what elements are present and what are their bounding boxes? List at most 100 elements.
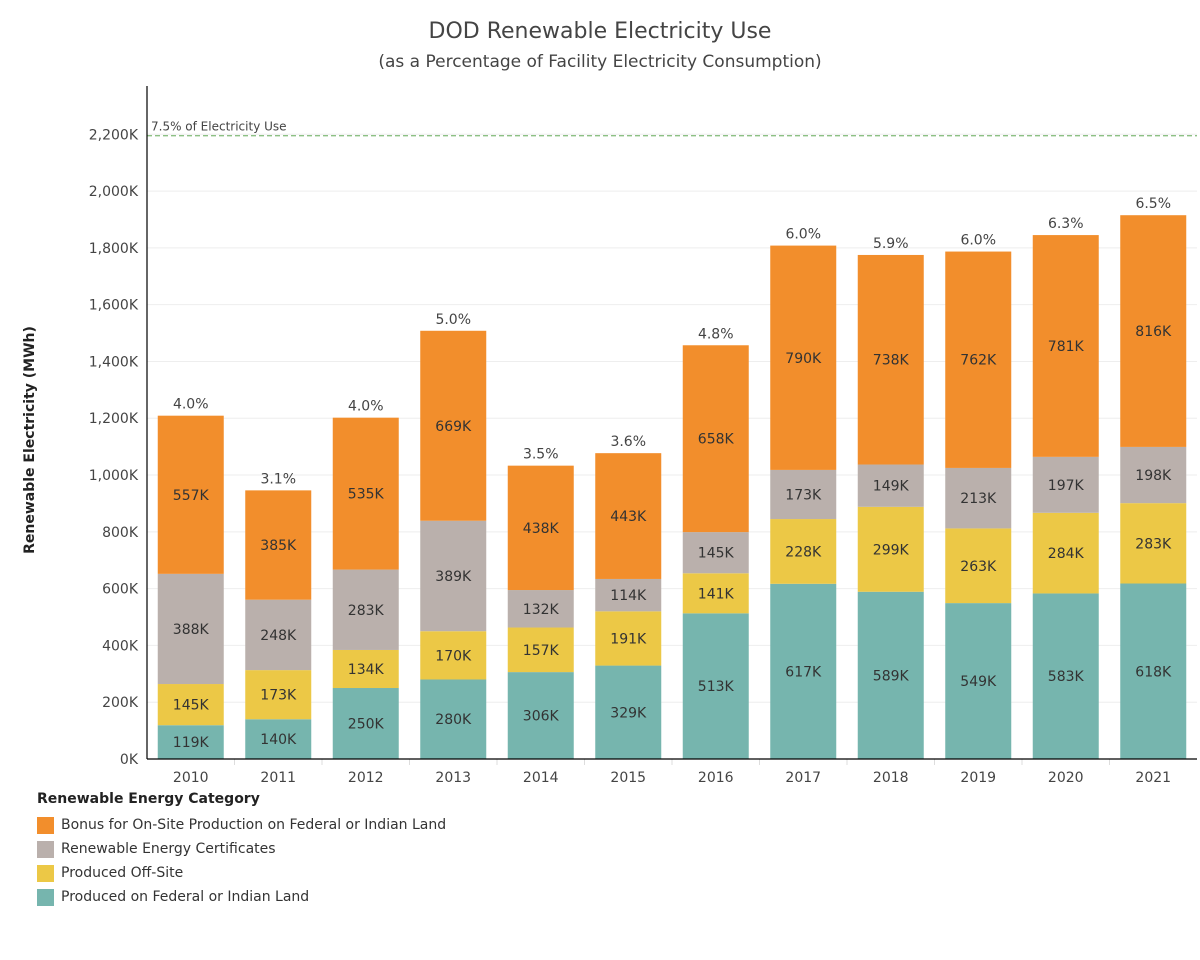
bar-value-label: 198K [1135, 468, 1172, 484]
legend-label: Produced Off-Site [61, 865, 184, 881]
bar-segment [507, 627, 574, 673]
bar-value-label: 589K [873, 668, 910, 684]
chart-title: DOD Renewable Electricity Use [429, 19, 772, 44]
x-tick-label: 2018 [873, 770, 909, 786]
bar-segment [682, 532, 749, 574]
bar-value-label: 658K [698, 432, 735, 448]
chart-subtitle: (as a Percentage of Facility Electricity… [378, 52, 821, 72]
bar-segment [682, 345, 749, 533]
x-tick-label: 2019 [960, 770, 996, 786]
bar-total-label: 3.6% [610, 434, 646, 450]
bar-segment [1120, 215, 1187, 447]
bar-segment [1032, 235, 1099, 457]
bar-value-label: 170K [435, 648, 472, 664]
bar-segment [420, 520, 487, 632]
bar-total-label: 4.0% [173, 397, 209, 413]
bar-value-label: 263K [960, 559, 997, 575]
bar-segment [770, 519, 837, 584]
bar-segment [1032, 593, 1099, 759]
y-tick-label: 1,400K [89, 354, 139, 370]
legend-swatch [37, 864, 54, 882]
bar-segment [1120, 446, 1187, 504]
bar-value-label: 145K [173, 698, 210, 714]
bar-value-label: 443K [610, 509, 647, 525]
legend-item: Renewable Energy Certificates [37, 837, 446, 861]
bar-segment [1120, 583, 1187, 759]
bar-total-label: 6.3% [1048, 216, 1084, 232]
bar-value-label: 557K [173, 488, 210, 504]
bar-value-label: 549K [960, 674, 997, 690]
bar-value-label: 790K [785, 351, 822, 367]
bar-value-label: 513K [698, 679, 735, 695]
bar-segment [857, 506, 924, 592]
bar-value-label: 816K [1135, 324, 1172, 340]
y-tick-label: 400K [102, 638, 139, 654]
x-tick-label: 2015 [610, 770, 646, 786]
bar-value-label: 306K [523, 709, 560, 725]
bar-total-label: 6.5% [1135, 196, 1171, 212]
bar-segment [245, 670, 312, 720]
legend-label: Bonus for On-Site Production on Federal … [61, 817, 447, 833]
bar-value-label: 250K [348, 717, 385, 733]
bar-total-label: 6.0% [960, 233, 996, 249]
bar-segment [420, 631, 487, 680]
bar-segment [945, 251, 1012, 468]
bar-segment [157, 415, 224, 574]
bar-value-label: 197K [1048, 478, 1085, 494]
bar-value-label: 669K [435, 419, 472, 435]
bar-value-label: 140K [260, 732, 297, 748]
bar-total-label: 6.0% [785, 227, 821, 243]
x-tick-label: 2011 [260, 770, 296, 786]
bar-value-label: 280K [435, 712, 472, 728]
bar-total-label: 4.0% [348, 399, 384, 415]
bar-segment [157, 684, 224, 726]
x-tick-label: 2013 [435, 770, 471, 786]
bar-segment [682, 613, 749, 759]
x-tick-label: 2017 [785, 770, 821, 786]
bar-segment [157, 725, 224, 759]
bar-value-label: 134K [348, 662, 385, 678]
bar-segment [1032, 512, 1099, 594]
bar-segment [507, 672, 574, 759]
bar-value-label: 283K [1135, 536, 1172, 552]
y-tick-label: 0K [120, 752, 139, 768]
bar-value-label: 438K [523, 521, 560, 537]
x-tick-label: 2020 [1048, 770, 1084, 786]
bar-value-label: 535K [348, 487, 385, 503]
y-tick-label: 800K [102, 525, 139, 541]
y-tick-label: 200K [102, 695, 139, 711]
bar-total-label: 3.5% [523, 447, 559, 463]
bar-value-label: 283K [348, 603, 385, 619]
bar-total-label: 3.1% [260, 471, 296, 487]
bar-segment [420, 330, 487, 521]
bar-value-label: 248K [260, 628, 297, 644]
bar-value-label: 145K [698, 546, 735, 562]
legend-swatch [37, 816, 54, 834]
bar-value-label: 149K [873, 479, 910, 495]
bar-segment [770, 469, 837, 520]
legend-label: Renewable Energy Certificates [61, 841, 276, 857]
bar-segment [770, 245, 837, 470]
bar-value-label: 583K [1048, 669, 1085, 685]
bar-value-label: 132K [523, 602, 560, 618]
legend-item: Produced on Federal or Indian Land [37, 885, 446, 909]
x-tick-label: 2016 [698, 770, 734, 786]
bar-segment [332, 569, 399, 650]
bar-segment [595, 453, 662, 579]
bar-segment [1032, 456, 1099, 513]
y-tick-label: 1,200K [89, 411, 139, 427]
bar-value-label: 284K [1048, 546, 1085, 562]
bar-segment [945, 528, 1012, 604]
reference-line-label: 7.5% of Electricity Use [151, 120, 287, 134]
x-tick-label: 2014 [523, 770, 559, 786]
bar-segment [245, 599, 312, 671]
bar-segment [332, 417, 399, 570]
legend-label: Produced on Federal or Indian Land [61, 889, 310, 905]
legend-swatch [37, 840, 54, 858]
bar-segment [857, 591, 924, 759]
y-tick-label: 2,000K [89, 184, 139, 200]
y-tick-label: 600K [102, 582, 139, 598]
bar-value-label: 141K [698, 586, 735, 602]
